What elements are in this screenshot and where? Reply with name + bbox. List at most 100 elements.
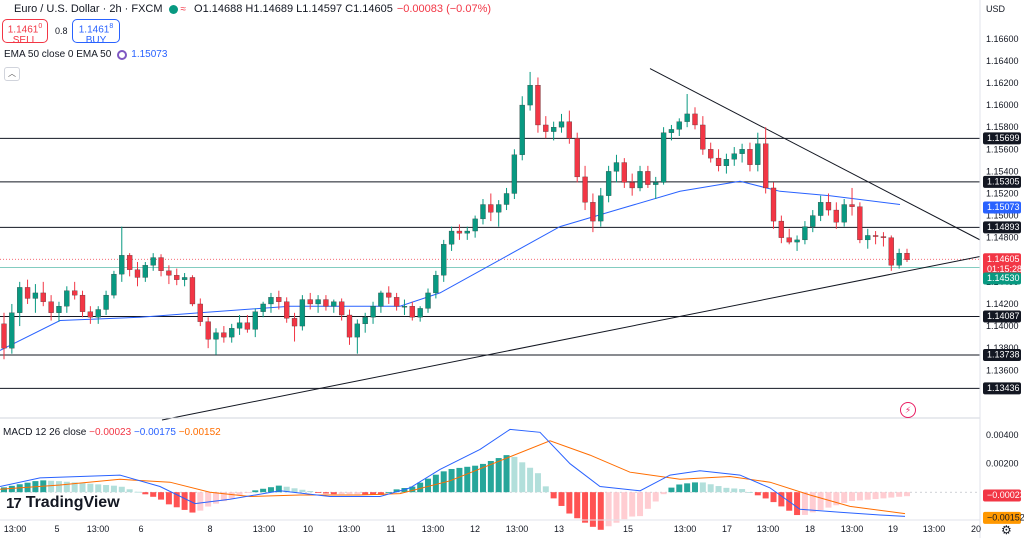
candle[interactable] [448, 230, 455, 245]
candle[interactable] [660, 132, 667, 183]
candle[interactable] [362, 317, 368, 325]
candle[interactable] [817, 202, 824, 216]
candle[interactable] [825, 202, 832, 211]
candle[interactable] [739, 149, 745, 154]
candle[interactable] [213, 332, 219, 340]
candle[interactable] [794, 239, 800, 243]
candle[interactable] [205, 321, 211, 340]
candle[interactable] [433, 275, 439, 294]
candle[interactable] [849, 204, 855, 207]
candle[interactable] [464, 230, 470, 234]
candle[interactable] [72, 290, 78, 296]
candle[interactable] [700, 124, 706, 150]
candle[interactable] [299, 299, 306, 327]
candle[interactable] [409, 306, 415, 318]
candle[interactable] [126, 255, 133, 270]
candle[interactable] [888, 237, 894, 266]
candle[interactable] [9, 312, 15, 349]
trendline-1[interactable] [649, 68, 981, 241]
candle[interactable] [904, 252, 910, 260]
candle[interactable] [370, 306, 376, 318]
candle[interactable] [472, 218, 478, 232]
candle[interactable] [872, 235, 879, 237]
candle[interactable] [802, 226, 808, 241]
candle[interactable] [221, 332, 227, 338]
candle[interactable] [511, 154, 518, 194]
candle[interactable] [252, 311, 258, 330]
candle[interactable] [401, 306, 408, 308]
candle[interactable] [150, 257, 156, 266]
candle[interactable] [276, 297, 282, 302]
candle[interactable] [645, 171, 651, 185]
candle[interactable] [708, 149, 714, 159]
candle[interactable] [441, 244, 447, 276]
candle[interactable] [134, 269, 141, 278]
candle[interactable] [331, 301, 337, 307]
candle[interactable] [613, 162, 620, 172]
trendline-0[interactable] [161, 255, 981, 421]
candle[interactable] [778, 220, 785, 238]
candle[interactable] [425, 292, 431, 309]
candle[interactable] [268, 297, 274, 305]
candle[interactable] [558, 121, 565, 128]
candle[interactable] [621, 162, 627, 183]
candle[interactable] [519, 104, 525, 155]
candle[interactable] [747, 149, 753, 165]
lightning-icon[interactable]: ⚡ [900, 402, 916, 418]
candle[interactable] [17, 287, 23, 313]
macd-legend[interactable]: MACD 12 26 close −0.00023 −0.00175 −0.00… [3, 427, 221, 438]
cycle-icon[interactable] [117, 49, 128, 60]
candle[interactable] [865, 235, 871, 241]
candle[interactable] [323, 299, 329, 307]
candle[interactable] [574, 138, 580, 178]
candle[interactable] [692, 113, 698, 126]
candle[interactable] [841, 204, 847, 223]
candle[interactable] [386, 292, 392, 298]
candle[interactable] [527, 85, 533, 106]
candle[interactable] [189, 277, 196, 305]
candle[interactable] [1, 323, 7, 349]
candle[interactable] [338, 301, 345, 316]
tradingview-logo[interactable]: 17 TradingView [6, 494, 120, 512]
candle[interactable] [723, 159, 730, 166]
candle[interactable] [417, 308, 423, 318]
candle[interactable] [763, 143, 769, 189]
candle[interactable] [79, 294, 86, 312]
sell-button[interactable]: 1.14610 SELL [2, 19, 48, 46]
gear-icon[interactable]: ⚙ [1001, 523, 1012, 537]
candle[interactable] [284, 301, 290, 319]
buy-button[interactable]: 1.14618 BUY [72, 19, 120, 46]
candle[interactable] [535, 85, 541, 126]
candle[interactable] [119, 255, 125, 275]
candle[interactable] [810, 215, 816, 227]
candle[interactable] [653, 182, 659, 185]
candle[interactable] [32, 292, 39, 299]
candle[interactable] [684, 113, 690, 122]
candle[interactable] [307, 299, 313, 305]
candle[interactable] [378, 292, 384, 307]
candle[interactable] [111, 273, 117, 296]
candle[interactable] [24, 287, 31, 299]
candle[interactable] [488, 204, 494, 213]
candle[interactable] [605, 171, 612, 196]
candle[interactable] [346, 314, 353, 338]
candle[interactable] [786, 237, 792, 243]
candle[interactable] [598, 195, 604, 222]
candle[interactable] [229, 328, 235, 338]
candle[interactable] [103, 294, 109, 310]
candle[interactable] [158, 257, 164, 271]
candle[interactable] [166, 270, 172, 276]
candle[interactable] [503, 193, 510, 205]
candle[interactable] [315, 299, 321, 305]
candle[interactable] [181, 277, 188, 280]
candle[interactable] [590, 202, 596, 222]
candle[interactable] [582, 176, 588, 203]
candle[interactable] [543, 124, 549, 132]
candle[interactable] [40, 292, 46, 302]
candle[interactable] [755, 143, 761, 165]
candle[interactable] [87, 311, 94, 318]
candle[interactable] [715, 157, 722, 166]
candle[interactable] [731, 153, 737, 160]
candle[interactable] [496, 204, 502, 213]
candle[interactable] [676, 121, 682, 130]
